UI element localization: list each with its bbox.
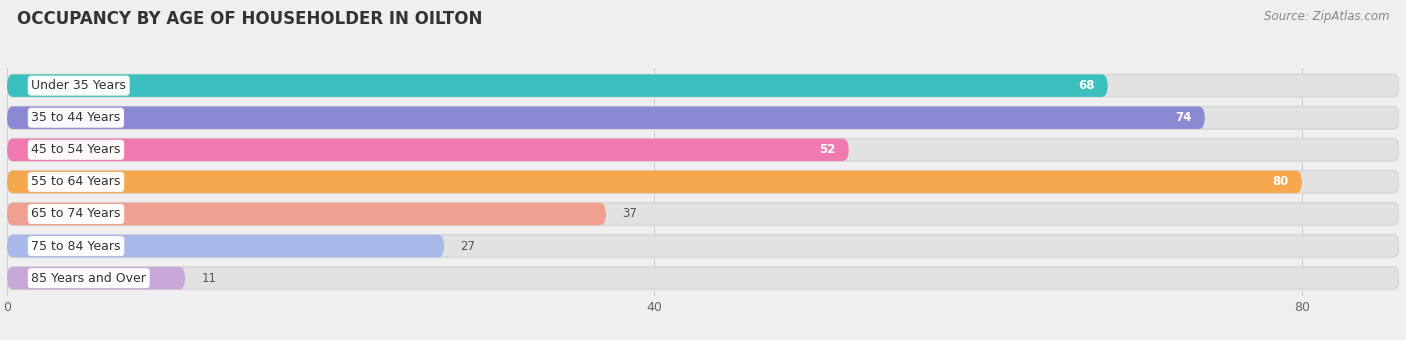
Text: 11: 11 xyxy=(201,272,217,285)
FancyBboxPatch shape xyxy=(7,235,1399,257)
Text: 52: 52 xyxy=(820,143,835,156)
FancyBboxPatch shape xyxy=(7,171,1302,193)
FancyBboxPatch shape xyxy=(7,203,606,225)
Text: 85 Years and Over: 85 Years and Over xyxy=(31,272,146,285)
FancyBboxPatch shape xyxy=(7,74,1399,97)
FancyBboxPatch shape xyxy=(7,139,1399,161)
Text: Source: ZipAtlas.com: Source: ZipAtlas.com xyxy=(1264,10,1389,23)
Text: 68: 68 xyxy=(1078,79,1095,92)
Text: Under 35 Years: Under 35 Years xyxy=(31,79,127,92)
Text: 37: 37 xyxy=(621,207,637,220)
Text: 45 to 54 Years: 45 to 54 Years xyxy=(31,143,121,156)
Text: 27: 27 xyxy=(460,240,475,253)
Text: 74: 74 xyxy=(1175,111,1192,124)
Text: 65 to 74 Years: 65 to 74 Years xyxy=(31,207,121,220)
Text: 35 to 44 Years: 35 to 44 Years xyxy=(31,111,121,124)
FancyBboxPatch shape xyxy=(7,235,444,257)
FancyBboxPatch shape xyxy=(7,106,1399,129)
Text: 80: 80 xyxy=(1272,175,1289,188)
FancyBboxPatch shape xyxy=(7,267,186,289)
Text: 75 to 84 Years: 75 to 84 Years xyxy=(31,240,121,253)
FancyBboxPatch shape xyxy=(7,203,1399,225)
FancyBboxPatch shape xyxy=(7,106,1205,129)
Text: OCCUPANCY BY AGE OF HOUSEHOLDER IN OILTON: OCCUPANCY BY AGE OF HOUSEHOLDER IN OILTO… xyxy=(17,10,482,28)
FancyBboxPatch shape xyxy=(7,139,849,161)
FancyBboxPatch shape xyxy=(7,171,1399,193)
Text: 55 to 64 Years: 55 to 64 Years xyxy=(31,175,121,188)
FancyBboxPatch shape xyxy=(7,267,1399,289)
FancyBboxPatch shape xyxy=(7,74,1108,97)
